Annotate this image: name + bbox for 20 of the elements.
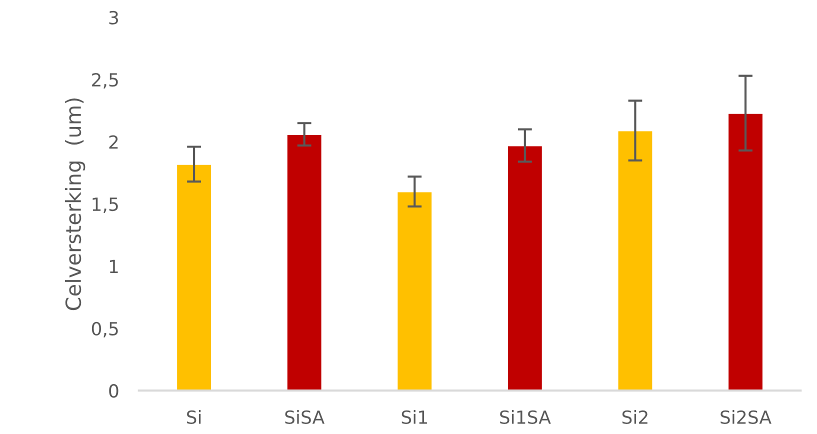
y-tick-label: 0,5	[92, 322, 118, 338]
y-tick-label: 1	[110, 260, 118, 274]
bar	[506, 144, 544, 391]
bar	[286, 134, 323, 391]
x-tick-label: Si1	[402, 410, 427, 424]
bar	[616, 130, 654, 391]
y-axis-title: Celversterking (um)	[65, 98, 86, 310]
bar	[396, 190, 433, 391]
x-tick-label: SiSA	[285, 410, 324, 424]
x-tick-label: Si2SA	[720, 410, 772, 424]
x-tick-label: Si	[186, 410, 201, 424]
y-tick-label: 3	[109, 10, 118, 24]
bar	[727, 112, 764, 391]
y-tick-label: 0	[109, 384, 118, 398]
y-tick-label: 2	[109, 135, 118, 149]
x-tick-label: Si2	[622, 410, 648, 424]
bar	[176, 163, 212, 391]
x-tick-label: Si1SA	[500, 410, 551, 424]
y-tick-label: 1,5	[92, 198, 118, 213]
y-tick-label: 2,5	[92, 73, 118, 89]
